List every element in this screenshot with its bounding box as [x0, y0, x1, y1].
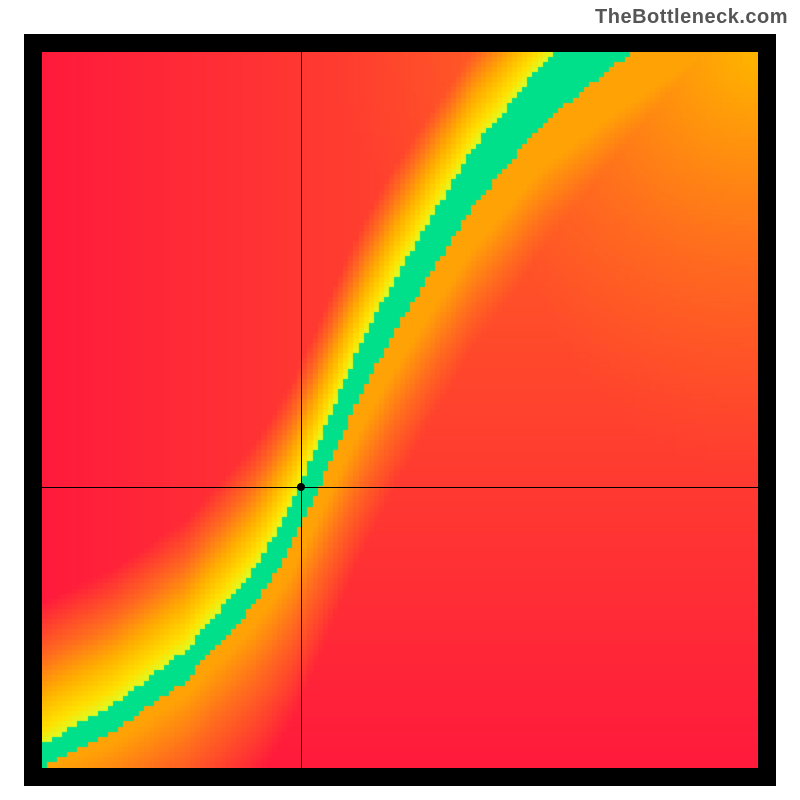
crosshair-horizontal	[42, 487, 758, 488]
chart-outer-frame	[24, 34, 776, 786]
crosshair-marker-dot	[297, 483, 305, 491]
heatmap-canvas	[42, 52, 758, 768]
watermark-text: TheBottleneck.com	[595, 6, 788, 29]
crosshair-vertical	[301, 52, 302, 768]
heatmap-plot-area	[42, 52, 758, 768]
